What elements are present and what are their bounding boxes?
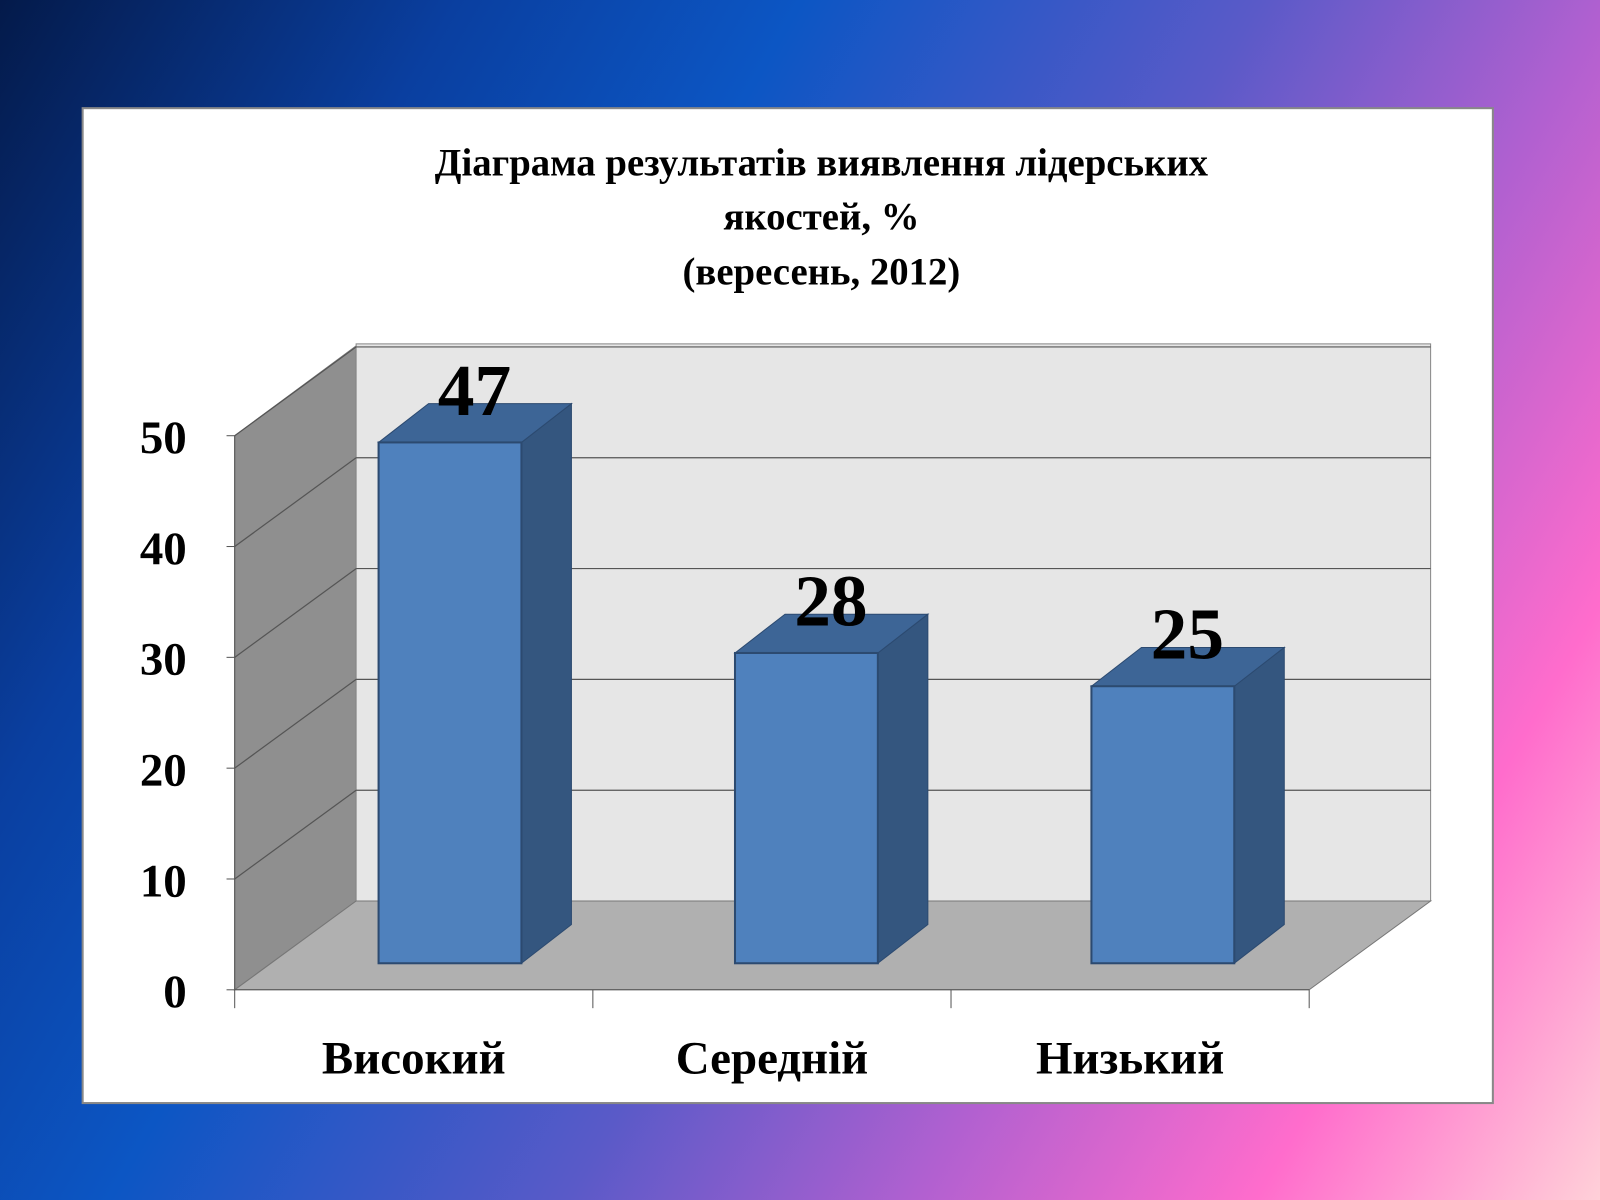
bar-side — [877, 613, 929, 965]
y-tick-label: 20 — [140, 745, 187, 797]
gridline-side — [234, 789, 357, 880]
data-label: 47 — [438, 350, 511, 431]
gridline-side — [234, 457, 357, 548]
data-label: 28 — [794, 560, 867, 641]
y-tick-label: 40 — [140, 523, 187, 575]
gridline-side — [234, 568, 357, 658]
y-tick-label: 50 — [140, 412, 187, 464]
bar-Середній — [733, 651, 879, 965]
y-tick-label: 30 — [140, 634, 187, 686]
x-tick-label: Низький — [1036, 1032, 1224, 1084]
gridline-side — [234, 346, 357, 437]
bar-Високий — [377, 441, 523, 965]
chart-title: Діаграма результатів виявлення лідерськи… — [435, 142, 1209, 294]
title-line-2: якостей, % — [723, 196, 919, 239]
gridline-side — [234, 678, 357, 769]
bar-side — [1233, 646, 1285, 965]
bar-side — [520, 402, 572, 965]
x-tick-label: Високий — [322, 1032, 506, 1084]
x-tick-label: Середній — [676, 1032, 868, 1084]
y-tick-label: 10 — [140, 855, 187, 907]
title-line-3: (вересень, 2012) — [683, 251, 961, 294]
y-tick-label: 0 — [163, 966, 186, 1018]
title-line-1: Діаграма результатів виявлення лідерськи… — [435, 142, 1209, 185]
side-wall — [234, 344, 357, 991]
bar-Низький — [1090, 685, 1236, 965]
data-label: 25 — [1151, 594, 1224, 675]
